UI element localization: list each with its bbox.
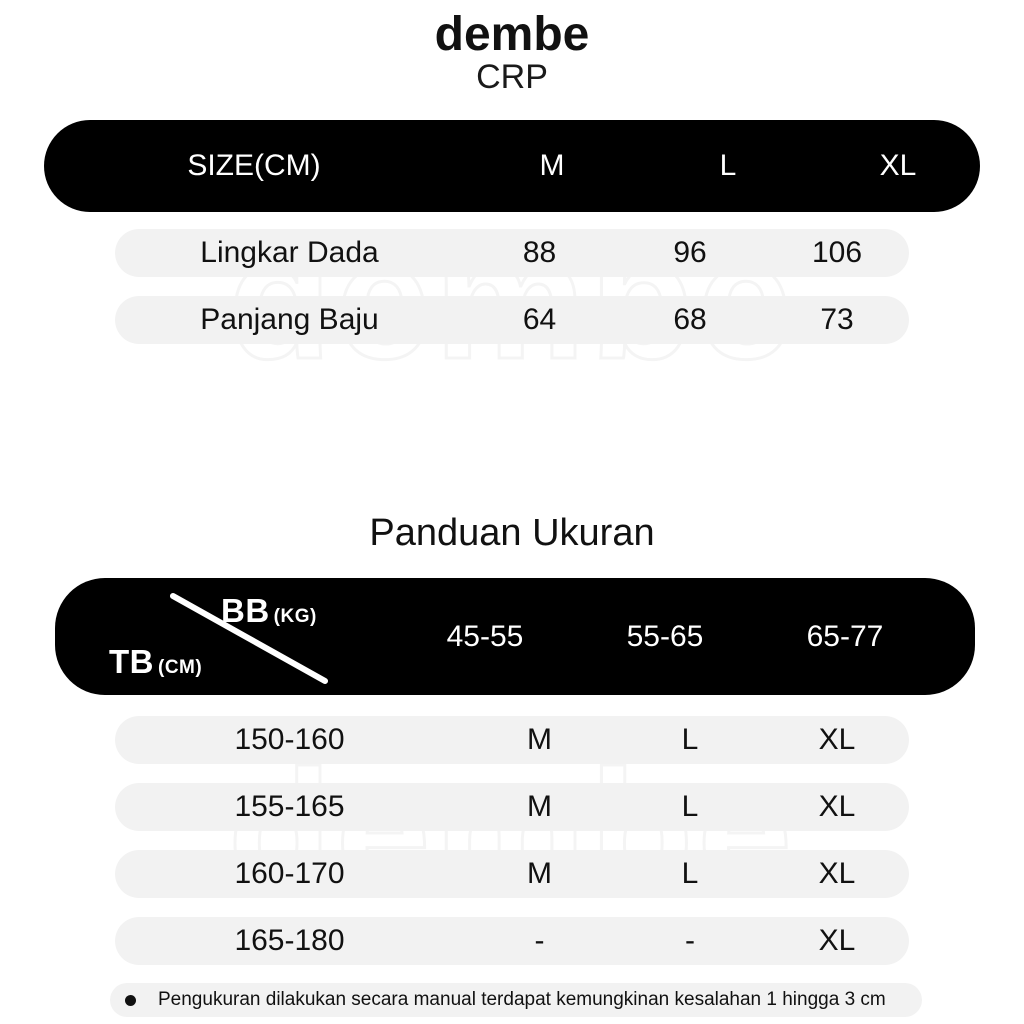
row-value-xl: 106 xyxy=(811,236,863,269)
guide-header-weight-2: 55-65 xyxy=(626,619,704,653)
size-table-header-xl: XL xyxy=(879,149,917,182)
axis-height-unit: (CM) xyxy=(158,657,203,678)
row-label: 155-165 xyxy=(234,790,345,823)
brand-subtitle: CRP xyxy=(476,57,548,96)
row-label: 150-160 xyxy=(234,723,345,756)
footnote-text: Pengukuran dilakukan secara manual terda… xyxy=(158,989,886,1010)
row-label: 160-170 xyxy=(234,857,345,890)
row-value-3: XL xyxy=(818,790,856,823)
row-spacer xyxy=(115,277,980,296)
guide-table-header-row: BB (KG) TB (CM) 45-55 55-65 65-77 xyxy=(55,578,975,695)
guide-table-body: 150-160 M L XL 155-165 M L XL 160-170 M … xyxy=(55,716,975,965)
row-value-1: M xyxy=(527,723,552,756)
axis-height-name: TB xyxy=(109,643,154,680)
row-spacer xyxy=(115,831,975,850)
size-table-header-row: SIZE(CM) M L XL xyxy=(44,120,980,212)
row-value-1: M xyxy=(527,790,552,823)
row-value-2: L xyxy=(681,790,699,823)
table-row: 155-165 M L XL xyxy=(115,783,909,831)
bullet-icon xyxy=(125,994,136,1006)
size-table-header-m: M xyxy=(539,149,565,182)
table-row: 165-180 - - XL xyxy=(115,917,909,965)
row-value-l: 96 xyxy=(673,236,707,269)
guide-header-weight-1: 45-55 xyxy=(446,619,524,653)
table-row: 150-160 M L XL xyxy=(115,716,909,764)
table-row: Lingkar Dada 88 96 106 xyxy=(115,229,909,277)
row-value-xl: 73 xyxy=(820,303,854,336)
row-label: Lingkar Dada xyxy=(200,236,379,269)
row-value-2: - xyxy=(685,924,695,957)
footnote: Pengukuran dilakukan secara manual terda… xyxy=(110,983,922,1017)
row-value-m: 88 xyxy=(522,236,557,269)
row-spacer xyxy=(115,898,975,917)
row-value-2: L xyxy=(681,723,699,756)
row-value-l: 68 xyxy=(673,303,707,336)
row-value-3: XL xyxy=(818,857,856,890)
row-value-3: XL xyxy=(818,723,856,756)
size-table-body: Lingkar Dada 88 96 106 Panjang Baju 64 6… xyxy=(44,229,980,344)
table-row: 160-170 M L XL xyxy=(115,850,909,898)
row-value-2: L xyxy=(681,857,699,890)
guide-table: BB (KG) TB (CM) 45-55 55-65 65-77 150-160 … xyxy=(55,578,975,965)
row-value-1: - xyxy=(534,924,545,957)
axis-weight-unit: (KG) xyxy=(273,606,317,627)
guide-section-title: Panduan Ukuran xyxy=(369,512,655,554)
row-label: Panjang Baju xyxy=(200,303,379,336)
row-value-1: M xyxy=(527,857,552,890)
row-value-m: 64 xyxy=(522,303,557,336)
brand-header: dembe CRP xyxy=(0,8,1024,95)
guide-header-weight-3: 65-77 xyxy=(806,619,884,653)
brand-name: dembe xyxy=(434,8,590,61)
axis-split-cell: BB (KG) TB (CM) xyxy=(55,578,395,695)
row-value-3: XL xyxy=(818,924,856,957)
axis-height-label: TB (CM) xyxy=(109,643,202,681)
size-table-header-label: SIZE(CM) xyxy=(187,149,321,182)
axis-weight-label: BB (KG) xyxy=(221,592,317,630)
row-label: 165-180 xyxy=(234,924,345,957)
axis-weight-name: BB xyxy=(221,592,270,629)
row-spacer xyxy=(115,764,975,783)
size-table: SIZE(CM) M L XL Lingkar Dada 88 96 106 P… xyxy=(44,120,980,344)
table-row: Panjang Baju 64 68 73 xyxy=(115,296,909,344)
size-table-header-l: L xyxy=(719,149,737,182)
